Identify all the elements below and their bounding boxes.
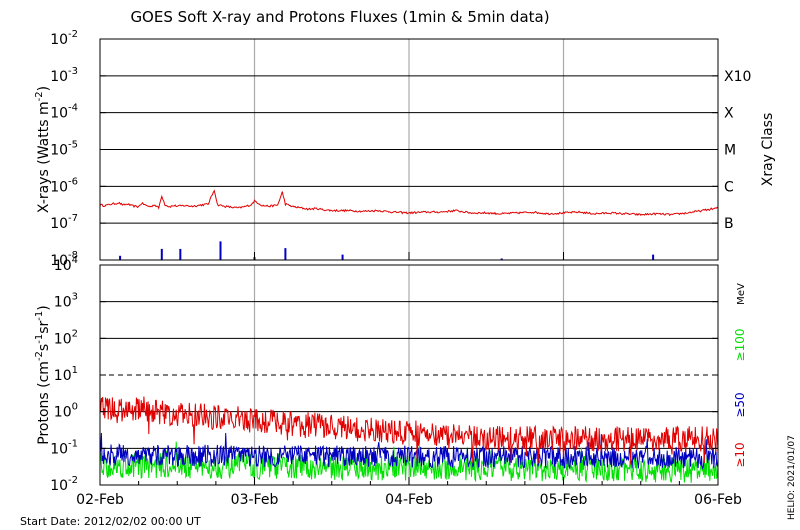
xray-panel: 10-8 10-7 10-6 10-5 10-4 10-3 10-2 X10 X M C B Xray … bbox=[34, 29, 776, 269]
xray-class-label-4: B bbox=[724, 216, 734, 232]
xray-class-label-3: C bbox=[724, 179, 734, 195]
xray-ytick-label-6: 10-2 bbox=[50, 29, 78, 48]
proton-series-0 bbox=[99, 396, 719, 465]
proton-ytick-label-5: 103 bbox=[54, 292, 78, 311]
proton-series-1 bbox=[99, 432, 719, 470]
chart-title: GOES Soft X-ray and Protons Fluxes (1min… bbox=[130, 8, 549, 26]
xray-ytick-label-2: 10-6 bbox=[50, 176, 78, 195]
proton-ytick-label-6: 104 bbox=[54, 255, 78, 274]
xray-class-label-0: X10 bbox=[724, 69, 751, 85]
xray-class-label-1: X bbox=[724, 106, 734, 122]
credit-label: HELIO: 2021/01/07 bbox=[787, 435, 797, 520]
proton-legend-1: ≥50 bbox=[733, 392, 747, 417]
xray-class-axis-label: Xray Class bbox=[760, 113, 776, 187]
xray-ytick-label-5: 10-3 bbox=[50, 66, 78, 85]
x-tick-label-0: 02-Feb bbox=[76, 492, 124, 508]
proton-legend-2: ≥100 bbox=[733, 329, 747, 362]
proton-ytick-label-4: 102 bbox=[54, 328, 78, 347]
xray-class-label-2: M bbox=[724, 143, 736, 159]
proton-ylabel: Protons (cm-2s-1sr-1) bbox=[34, 305, 52, 444]
proton-ytick-label-0: 10-2 bbox=[50, 475, 78, 494]
x-tick-label-3: 05-Feb bbox=[540, 492, 588, 508]
xray-ylabel: X-rays (Watts m-2) bbox=[34, 86, 52, 213]
x-axis: 02-Feb 03-Feb 04-Feb 05-Feb 06-Feb bbox=[76, 252, 742, 508]
xray-ytick-label-0: 10-8 bbox=[50, 250, 78, 269]
x-tick-label-1: 03-Feb bbox=[231, 492, 279, 508]
start-date-label: Start Date: 2012/02/02 00:00 UT bbox=[20, 515, 201, 528]
proton-panel: 10-2 10-1 100 101 102 103 104 ≥10 ≥50 ≥100 MeV Prot… bbox=[34, 255, 747, 494]
x-tick-label-4: 06-Feb bbox=[694, 492, 742, 508]
xray-ytick-label-4: 10-4 bbox=[50, 103, 78, 122]
xray-ytick-label-3: 10-5 bbox=[50, 140, 78, 159]
xray-ytick-label-1: 10-7 bbox=[50, 213, 78, 232]
proton-unit-label: MeV bbox=[736, 283, 747, 305]
x-tick-label-2: 04-Feb bbox=[385, 492, 433, 508]
proton-ytick-label-1: 10-1 bbox=[50, 438, 78, 457]
proton-ytick-label-3: 101 bbox=[54, 365, 78, 384]
proton-legend-0: ≥10 bbox=[733, 442, 747, 467]
xray-long-series bbox=[99, 189, 719, 217]
proton-ytick-label-2: 100 bbox=[54, 402, 78, 421]
